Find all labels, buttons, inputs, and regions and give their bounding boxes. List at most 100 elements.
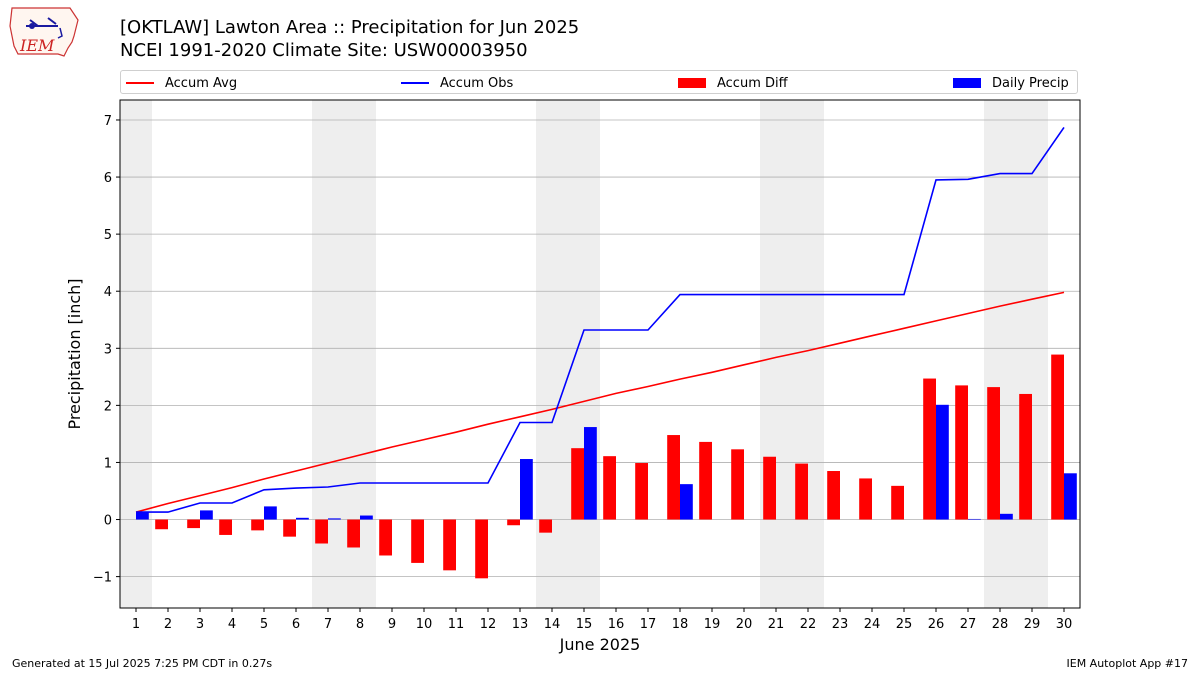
ytick-label: −1 bbox=[93, 571, 112, 586]
bar-accum-diff-day-11 bbox=[443, 519, 456, 571]
bar-accum-diff-day-19 bbox=[699, 441, 712, 520]
bar-accum-diff-day-20 bbox=[731, 449, 744, 520]
xtick-label: 6 bbox=[292, 617, 300, 632]
bar-daily-precip-day-26 bbox=[936, 404, 949, 520]
ytick-label: 5 bbox=[104, 228, 112, 243]
weekend-shade-day-15 bbox=[568, 100, 600, 608]
xtick-label: 13 bbox=[512, 617, 529, 632]
bar-accum-diff-day-12 bbox=[475, 519, 488, 579]
xtick-label: 8 bbox=[356, 617, 364, 632]
xtick-label: 19 bbox=[704, 617, 721, 632]
legend-swatch-accum-obs bbox=[401, 82, 429, 84]
bar-daily-precip-day-7 bbox=[328, 518, 341, 520]
xtick-label: 3 bbox=[196, 617, 204, 632]
xtick-label: 5 bbox=[260, 617, 268, 632]
xtick-label: 21 bbox=[768, 617, 785, 632]
bar-daily-precip-day-28 bbox=[1000, 513, 1013, 520]
xtick-label: 18 bbox=[672, 617, 689, 632]
bar-daily-precip-day-13 bbox=[520, 459, 533, 520]
xtick-label: 20 bbox=[736, 617, 753, 632]
bar-accum-diff-day-6 bbox=[283, 519, 296, 537]
legend-item-daily-precip: Daily Precip bbox=[953, 74, 1069, 92]
logo-text: IEM bbox=[19, 36, 55, 55]
legend-label-accum-avg: Accum Avg bbox=[165, 75, 238, 91]
xtick-label: 7 bbox=[324, 617, 332, 632]
bar-accum-diff-day-5 bbox=[251, 519, 264, 531]
bar-accum-diff-day-7 bbox=[315, 519, 328, 544]
xtick-label: 1 bbox=[132, 617, 140, 632]
xtick-label: 27 bbox=[960, 617, 977, 632]
bar-accum-diff-day-9 bbox=[379, 519, 392, 556]
xtick-label: 10 bbox=[416, 617, 433, 632]
bar-daily-precip-day-27 bbox=[968, 518, 981, 520]
xtick-label: 28 bbox=[992, 617, 1009, 632]
bar-accum-diff-day-26 bbox=[923, 378, 936, 520]
bar-accum-diff-day-13 bbox=[507, 519, 520, 526]
xtick-label: 24 bbox=[864, 617, 881, 632]
bar-daily-precip-day-18 bbox=[680, 484, 693, 520]
bar-accum-diff-day-27 bbox=[955, 385, 968, 520]
xtick-label: 22 bbox=[800, 617, 817, 632]
ytick-label: 3 bbox=[104, 342, 112, 357]
bar-accum-diff-day-2 bbox=[155, 519, 168, 530]
xtick-label: 9 bbox=[388, 617, 396, 632]
ytick-label: 6 bbox=[104, 171, 112, 186]
bar-daily-precip-day-6 bbox=[296, 517, 309, 520]
ytick-label: 1 bbox=[104, 456, 112, 471]
bar-accum-diff-day-24 bbox=[859, 478, 872, 520]
bar-accum-diff-day-29 bbox=[1019, 393, 1032, 520]
bar-accum-diff-day-15 bbox=[571, 448, 584, 520]
legend-item-accum-diff: Accum Diff bbox=[678, 74, 788, 92]
weekend-shade-day-21 bbox=[760, 100, 792, 608]
ytick-label: 2 bbox=[104, 399, 112, 414]
bar-accum-diff-day-16 bbox=[603, 456, 616, 520]
xtick-label: 14 bbox=[544, 617, 561, 632]
bar-daily-precip-day-30 bbox=[1064, 473, 1077, 520]
bar-accum-diff-day-10 bbox=[411, 519, 424, 563]
xtick-label: 4 bbox=[228, 617, 236, 632]
legend-label-accum-diff: Accum Diff bbox=[717, 75, 788, 91]
chart-title: [OKTLAW] Lawton Area :: Precipitation fo… bbox=[120, 17, 580, 38]
bar-daily-precip-day-3 bbox=[200, 510, 213, 520]
bar-daily-precip-day-8 bbox=[360, 515, 373, 520]
bar-daily-precip-day-5 bbox=[264, 506, 277, 520]
legend-swatch-accum-diff bbox=[678, 78, 706, 88]
bar-daily-precip-day-1 bbox=[136, 512, 149, 520]
bar-accum-diff-day-18 bbox=[667, 435, 680, 520]
bar-accum-diff-day-30 bbox=[1051, 354, 1064, 520]
bar-daily-precip-day-15 bbox=[584, 427, 597, 520]
legend: Accum Avg Accum Obs Accum Diff Daily Pre… bbox=[120, 70, 1078, 94]
bar-accum-diff-day-3 bbox=[187, 519, 200, 529]
y-axis-label: Precipitation [inch] bbox=[65, 278, 84, 429]
xtick-label: 16 bbox=[608, 617, 625, 632]
weekend-shade-day-29 bbox=[1016, 100, 1048, 608]
ytick-label: 7 bbox=[104, 114, 112, 129]
ytick-label: 0 bbox=[104, 514, 112, 529]
iem-logo: IEM bbox=[8, 6, 82, 60]
chart-subtitle: NCEI 1991-2020 Climate Site: USW00003950 bbox=[120, 40, 528, 61]
bar-accum-diff-day-28 bbox=[987, 387, 1000, 520]
legend-swatch-daily-precip bbox=[953, 78, 981, 88]
bar-accum-diff-day-25 bbox=[891, 485, 904, 520]
weekend-shade-day-22 bbox=[792, 100, 824, 608]
bar-accum-diff-day-8 bbox=[347, 519, 360, 548]
xtick-label: 29 bbox=[1024, 617, 1041, 632]
xtick-label: 30 bbox=[1056, 617, 1073, 632]
bar-accum-diff-day-4 bbox=[219, 519, 232, 535]
ytick-label: 4 bbox=[104, 285, 112, 300]
xtick-label: 11 bbox=[448, 617, 465, 632]
weekend-shade-day-1 bbox=[120, 100, 152, 608]
line-accum-obs bbox=[136, 126, 1065, 513]
bar-accum-diff-day-23 bbox=[827, 471, 840, 520]
x-axis-label: June 2025 bbox=[559, 635, 641, 654]
xtick-label: 26 bbox=[928, 617, 945, 632]
bar-accum-diff-day-21 bbox=[763, 456, 776, 520]
xtick-label: 2 bbox=[164, 617, 172, 632]
legend-item-accum-avg: Accum Avg bbox=[126, 74, 237, 92]
bar-accum-diff-day-22 bbox=[795, 463, 808, 520]
legend-label-accum-obs: Accum Obs bbox=[440, 75, 514, 91]
bar-accum-diff-day-17 bbox=[635, 463, 648, 520]
xtick-label: 23 bbox=[832, 617, 849, 632]
xtick-label: 12 bbox=[480, 617, 497, 632]
plot-frame bbox=[119, 99, 1081, 609]
